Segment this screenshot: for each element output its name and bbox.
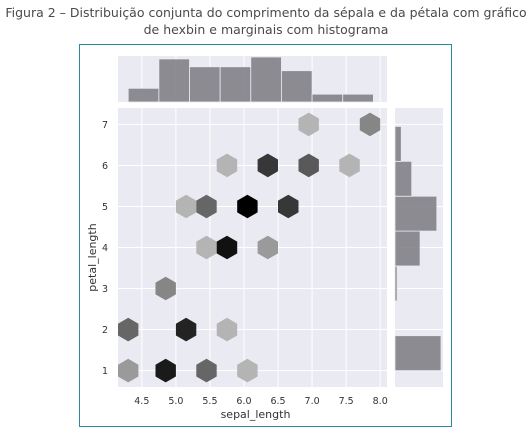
y-tick-label: 3 xyxy=(102,284,108,295)
hexbin-cell xyxy=(216,235,238,260)
x-tick-label: 8.0 xyxy=(373,396,388,407)
y-tick-label: 7 xyxy=(102,120,108,131)
x-axis-label: sepal_length xyxy=(221,408,291,421)
hexbin-cell xyxy=(237,194,258,219)
histogram-bar xyxy=(158,58,190,103)
figure-caption: Figura 2 – Distribuição conjunta do comp… xyxy=(5,5,527,37)
histogram-bar xyxy=(394,265,398,302)
hexbin-cell xyxy=(216,153,238,178)
axes: 4.5 5.0 5.5 6.0 6.5 7.0 7.5 8.0 1 2 3 4 5 6 7 sepal_len… xyxy=(86,120,388,421)
hexbin-plot xyxy=(118,108,387,387)
histogram-bar xyxy=(219,66,252,103)
histogram-bar xyxy=(394,230,421,267)
hexbin-cell xyxy=(298,153,319,178)
x-tick-label: 7.5 xyxy=(339,396,354,407)
y-tick-label: 6 xyxy=(102,161,108,172)
histogram-bar xyxy=(281,70,313,103)
hexbin-cell xyxy=(118,317,139,342)
x-tick-label: 6.0 xyxy=(236,396,251,407)
hexbin-cell xyxy=(118,358,139,383)
hexbin-cell xyxy=(155,276,176,301)
hexbin-cell xyxy=(196,194,217,219)
y-tick-label: 1 xyxy=(102,366,108,377)
y-tick-label: 4 xyxy=(102,243,108,254)
hexbin-cell xyxy=(257,153,278,178)
hexbin-cell xyxy=(278,194,299,219)
hexbin-cell xyxy=(196,235,217,260)
histogram-bar xyxy=(311,93,344,103)
histogram-bar xyxy=(342,93,374,103)
hexbin-cell xyxy=(175,194,197,219)
marginal-y-histogram xyxy=(394,108,443,387)
y-tick-label: 5 xyxy=(102,202,108,213)
hexbin-cell xyxy=(196,358,217,383)
y-tick-label: 2 xyxy=(102,325,108,336)
histogram-bar xyxy=(394,335,442,371)
hexbin-cell xyxy=(216,317,238,342)
marginal-x-histogram xyxy=(118,56,387,103)
hexbin-cell xyxy=(298,112,319,137)
y-axis-label: petal_length xyxy=(86,223,99,291)
hexbin-cell xyxy=(257,235,278,260)
x-tick-label: 5.0 xyxy=(168,396,183,407)
histogram-bar xyxy=(394,160,413,197)
x-tick-label: 7.0 xyxy=(305,396,320,407)
histogram-bar xyxy=(394,195,438,232)
histogram-bar xyxy=(250,56,282,103)
hexbin-cell xyxy=(359,112,381,137)
hexbin-cell xyxy=(237,358,258,383)
hexbin-cell xyxy=(175,317,197,342)
x-tick-label: 5.5 xyxy=(202,396,217,407)
histogram-bar xyxy=(127,87,160,103)
x-tick-label: 4.5 xyxy=(134,396,149,407)
histogram-bar xyxy=(394,126,402,162)
histogram-bar xyxy=(189,66,221,103)
hexbin-cell xyxy=(339,153,360,178)
x-tick-label: 6.5 xyxy=(270,396,285,407)
hexbin-cell xyxy=(155,358,176,383)
